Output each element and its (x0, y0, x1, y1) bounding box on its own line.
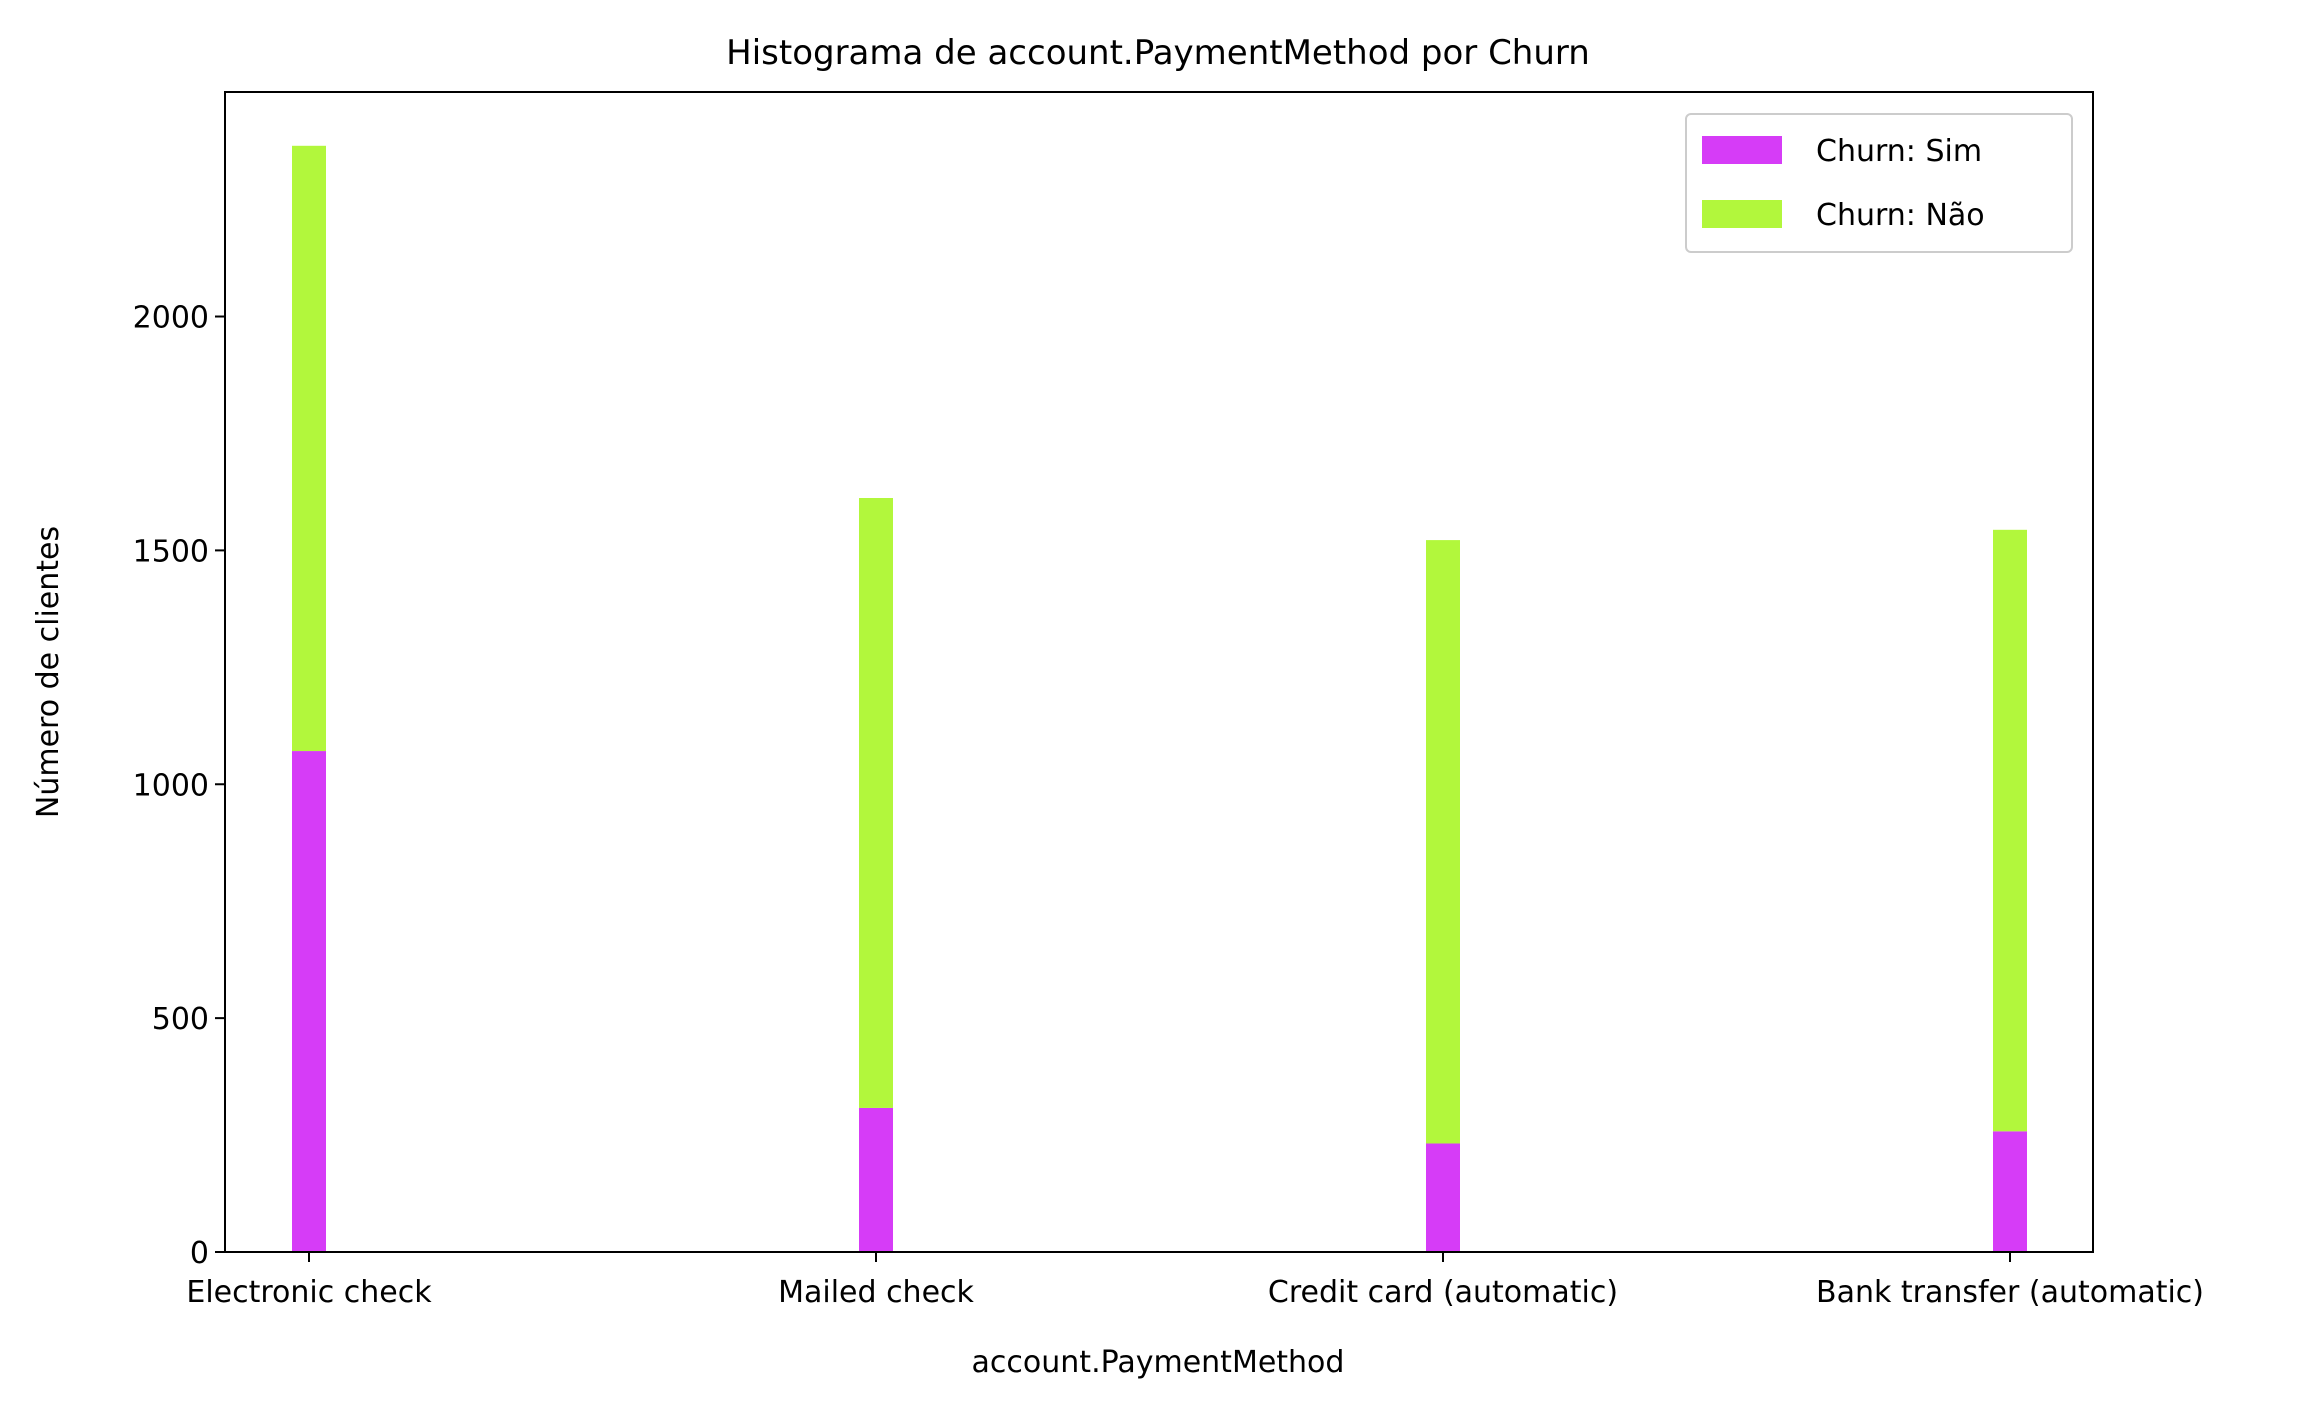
x-tick-label-2: Credit card (automatic) (1268, 1275, 1618, 1310)
axes-group: 0 500 1000 1500 2000 Electronic check Mailed c… (133, 91, 2204, 1310)
bar-churn-sim-3 (1993, 1131, 2027, 1252)
y-axis-label: Número de clientes (31, 526, 66, 818)
bars-group (292, 145, 2027, 1252)
y-tick-label-1: 500 (152, 1002, 209, 1037)
chart-title: Histograma de account.PaymentMethod por … (726, 33, 1590, 73)
legend-box (1685, 113, 2073, 253)
bar-churn-nao-1 (859, 498, 893, 1108)
y-tick-label-3: 1500 (133, 534, 209, 569)
legend-swatch-0 (1702, 136, 1782, 164)
bar-churn-nao-0 (292, 145, 326, 752)
y-tick-label-2: 1000 (133, 768, 209, 803)
bar-churn-sim-2 (1426, 1143, 1460, 1252)
x-axis-label: account.PaymentMethod (972, 1345, 1345, 1380)
legend-swatch-1 (1702, 200, 1782, 228)
bar-churn-sim-0 (292, 751, 326, 1252)
legend: Churn: Sim Churn: Não (1685, 113, 2073, 253)
bar-churn-nao-2 (1426, 540, 1460, 1144)
x-tick-label-1: Mailed check (778, 1275, 974, 1310)
legend-label-1: Churn: Não (1816, 198, 1985, 233)
plot-frame (224, 91, 2094, 1253)
bar-churn-nao-3 (1993, 529, 2027, 1132)
x-tick-label-3: Bank transfer (automatic) (1816, 1275, 2204, 1310)
legend-label-0: Churn: Sim (1816, 134, 1982, 169)
bar-churn-sim-1 (859, 1107, 893, 1252)
y-tick-label-4: 2000 (133, 301, 209, 336)
x-tick-label-0: Electronic check (186, 1275, 432, 1310)
y-tick-label-0: 0 (190, 1236, 209, 1271)
